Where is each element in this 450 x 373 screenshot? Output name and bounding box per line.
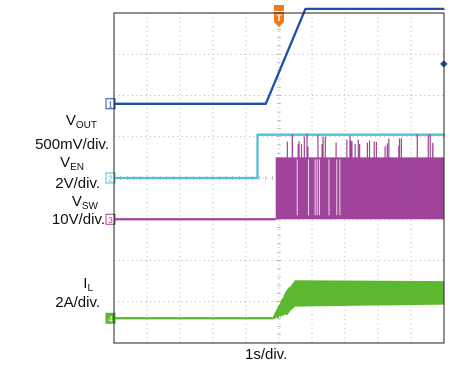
trigger-marker-label: T (276, 13, 282, 23)
channel-marker-text-1: 1 (108, 100, 113, 109)
il-label-main: I (83, 275, 88, 292)
il-scale-label: 2A/div. (55, 294, 100, 311)
ven-label-main: V (60, 154, 71, 171)
channel-marker-3 (105, 213, 116, 225)
trace-il-ripple (272, 279, 444, 321)
channel-marker-text-3: 3 (108, 216, 113, 225)
ven-label: VEN (60, 155, 84, 173)
vout-label-main: V (65, 112, 76, 129)
channel-marker-1 (105, 98, 116, 110)
channel-marker-text-4: 4 (108, 315, 113, 324)
il-label-sub: L (87, 283, 93, 294)
channel-marker-2 (105, 172, 116, 184)
vout-scale-label: 500mV/div. (35, 136, 109, 153)
trigger-marker (274, 12, 284, 27)
timebase-label: 1s/div. (245, 346, 288, 363)
trigger-marker-top (274, 5, 284, 11)
vsw-label-sub: SW (81, 201, 98, 212)
vsw-label: VSW (72, 194, 98, 212)
vout-label-sub: OUT (75, 120, 97, 131)
scope-traces (112, 7, 446, 321)
vsw-label-main: V (71, 193, 82, 210)
vsw-scale-label: 10V/div. (51, 211, 105, 228)
ven-scale-label: 2V/div. (55, 175, 100, 192)
ven-label-sub: EN (70, 162, 84, 173)
channel-marker-4 (105, 312, 116, 324)
channel-marker-text-2: 2 (108, 175, 113, 184)
vout-label: VOUT (66, 113, 97, 131)
il-label: IL (83, 276, 93, 294)
scope-frame (113, 12, 445, 344)
